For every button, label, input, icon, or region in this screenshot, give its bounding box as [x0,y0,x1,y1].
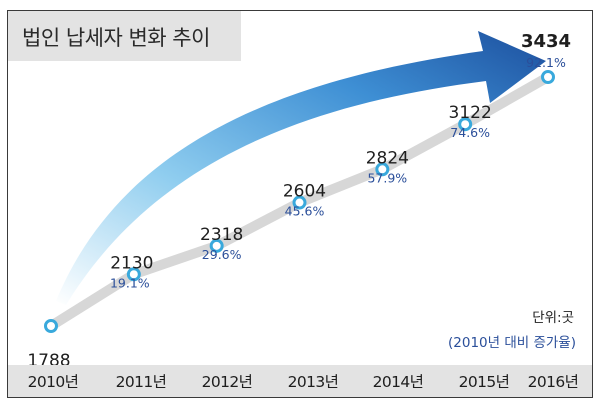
title-box: 법인 납세자 변화 추이 [8,11,241,61]
growth-label: 57.9% [367,170,407,185]
data-point [375,162,390,177]
value-label: 2130 [110,253,153,273]
growth-note-label: (2010년 대비 증가율) [448,335,576,351]
growth-label: 92.1% [526,55,566,70]
x-axis-band [8,365,592,397]
unit-label: 단위:곳 [532,310,574,326]
data-point [458,117,473,132]
growth-label: 74.6% [450,125,490,140]
growth-label: 29.6% [202,247,242,262]
data-point [126,267,141,282]
value-label: 2318 [200,225,243,245]
value-label: 3434 [521,31,571,52]
value-label: 2824 [366,148,409,168]
chart-frame: 1788 2130 19.1% 2318 29.6% 2604 45.6% 2824 57.9%… [7,10,593,398]
data-point [44,319,58,333]
growth-label: 19.1% [110,275,150,290]
chart-title: 법인 납세자 변화 추이 [22,26,210,50]
growth-label: 45.6% [285,204,325,219]
data-point [209,238,224,253]
data-point [292,195,307,210]
chart-canvas: 1788213019.1%231829.6%260445.6%282457.9%… [27,31,571,371]
value-label: 3122 [449,103,492,123]
value-label: 2604 [283,182,326,202]
data-point [541,70,555,84]
trend-arrow [56,31,546,305]
